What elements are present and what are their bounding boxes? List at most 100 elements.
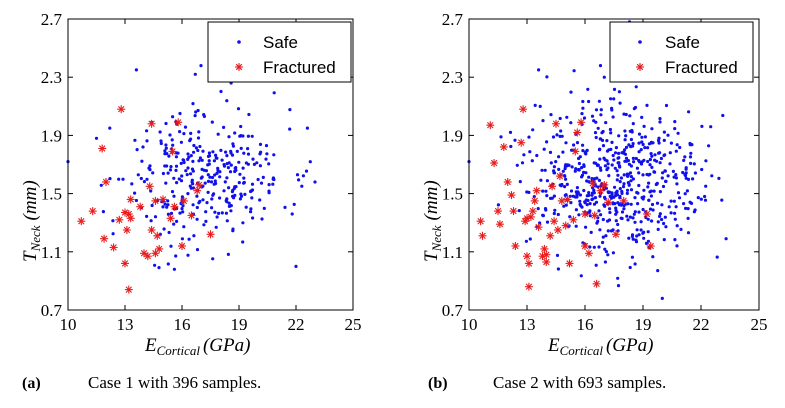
safe-point [647,181,651,185]
safe-point [261,175,265,179]
safe-point [629,137,634,142]
safe-point [210,175,215,180]
safe-point [555,133,559,137]
safe-point [592,202,597,206]
safe-point [236,107,241,111]
safe-point [541,189,545,193]
safe-point [145,177,149,181]
safe-point [212,159,216,163]
safe-point [163,149,167,153]
safe-point [580,166,584,170]
safe-point [658,161,662,165]
safe-point [165,205,169,209]
safe-point [580,175,584,179]
fractured-series-a [77,105,215,294]
safe-point [663,169,667,173]
fractured-point [206,230,215,239]
safe-point [599,113,603,117]
safe-point [640,140,644,144]
x-tick-label-b: 19 [635,315,652,334]
safe-point [673,127,677,131]
safe-point [224,211,228,215]
safe-point [267,162,271,166]
safe-point [219,148,223,152]
safe-point [166,212,170,216]
fractured-point [122,226,131,234]
safe-point [603,247,607,251]
safe-point [195,248,200,252]
fractured-point [519,105,528,114]
safe-point [614,208,618,212]
safe-point [653,170,657,174]
safe-point [653,153,657,157]
safe-point [198,156,202,160]
safe-point [692,162,696,166]
safe-point [180,237,184,241]
safe-point [616,276,620,280]
safe-point [174,168,178,172]
fractured-point [136,202,145,211]
safe-point [587,99,591,104]
y-tick-label-b: 1.9 [442,126,463,145]
safe-point [655,201,660,205]
safe-point [141,145,145,149]
safe-point [556,212,560,217]
safe-point [246,134,250,138]
safe-point [688,143,692,147]
legend-box-b [609,21,754,83]
safe-point [681,170,685,175]
fractured-point [573,128,582,137]
safe-point [211,150,215,154]
safe-point [499,135,503,139]
fractured-point [542,258,551,266]
fractured-point [532,186,541,195]
safe-point [178,130,182,134]
y-tick-label-a: 0.7 [41,301,63,320]
safe-point [585,194,589,198]
safe-point [170,190,175,194]
safe-point [710,174,714,178]
safe-point [196,136,201,140]
safe-point [590,114,595,118]
safe-point [598,157,602,161]
safe-point [168,133,172,137]
fractured-point [552,119,560,128]
legend-b: Safe Fractured [609,21,754,83]
safe-point [603,260,608,264]
safe-point [182,225,186,229]
safe-point [637,158,641,163]
safe-point [582,116,587,120]
safe-point [605,159,609,163]
safe-point [612,97,616,101]
safe-point [674,205,678,209]
safe-point [241,240,245,244]
safe-point [508,130,513,134]
safe-point [288,127,292,131]
fractured-point [145,182,154,191]
safe-point [225,176,229,180]
safe-point [704,184,708,188]
safe-point [168,168,173,172]
fractured-point [77,217,86,226]
safe-point [194,110,198,114]
safe-point [552,211,556,216]
safe-point [300,184,304,188]
safe-point [637,171,641,175]
safe-point [117,177,121,181]
safe-point [111,232,115,236]
safe-point [214,153,218,157]
safe-point [600,131,604,135]
safe-point [673,238,677,242]
safe-point [250,134,254,138]
safe-point [700,167,704,172]
safe-point [225,154,229,158]
safe-point [625,191,629,195]
safe-point [579,274,583,278]
y-tick-label-a: 1.5 [41,185,62,204]
safe-point [163,164,167,168]
safe-point [651,255,655,259]
fractured-point [507,191,516,200]
safe-point [153,215,158,219]
safe-point [650,202,655,207]
safe-point [647,198,651,202]
